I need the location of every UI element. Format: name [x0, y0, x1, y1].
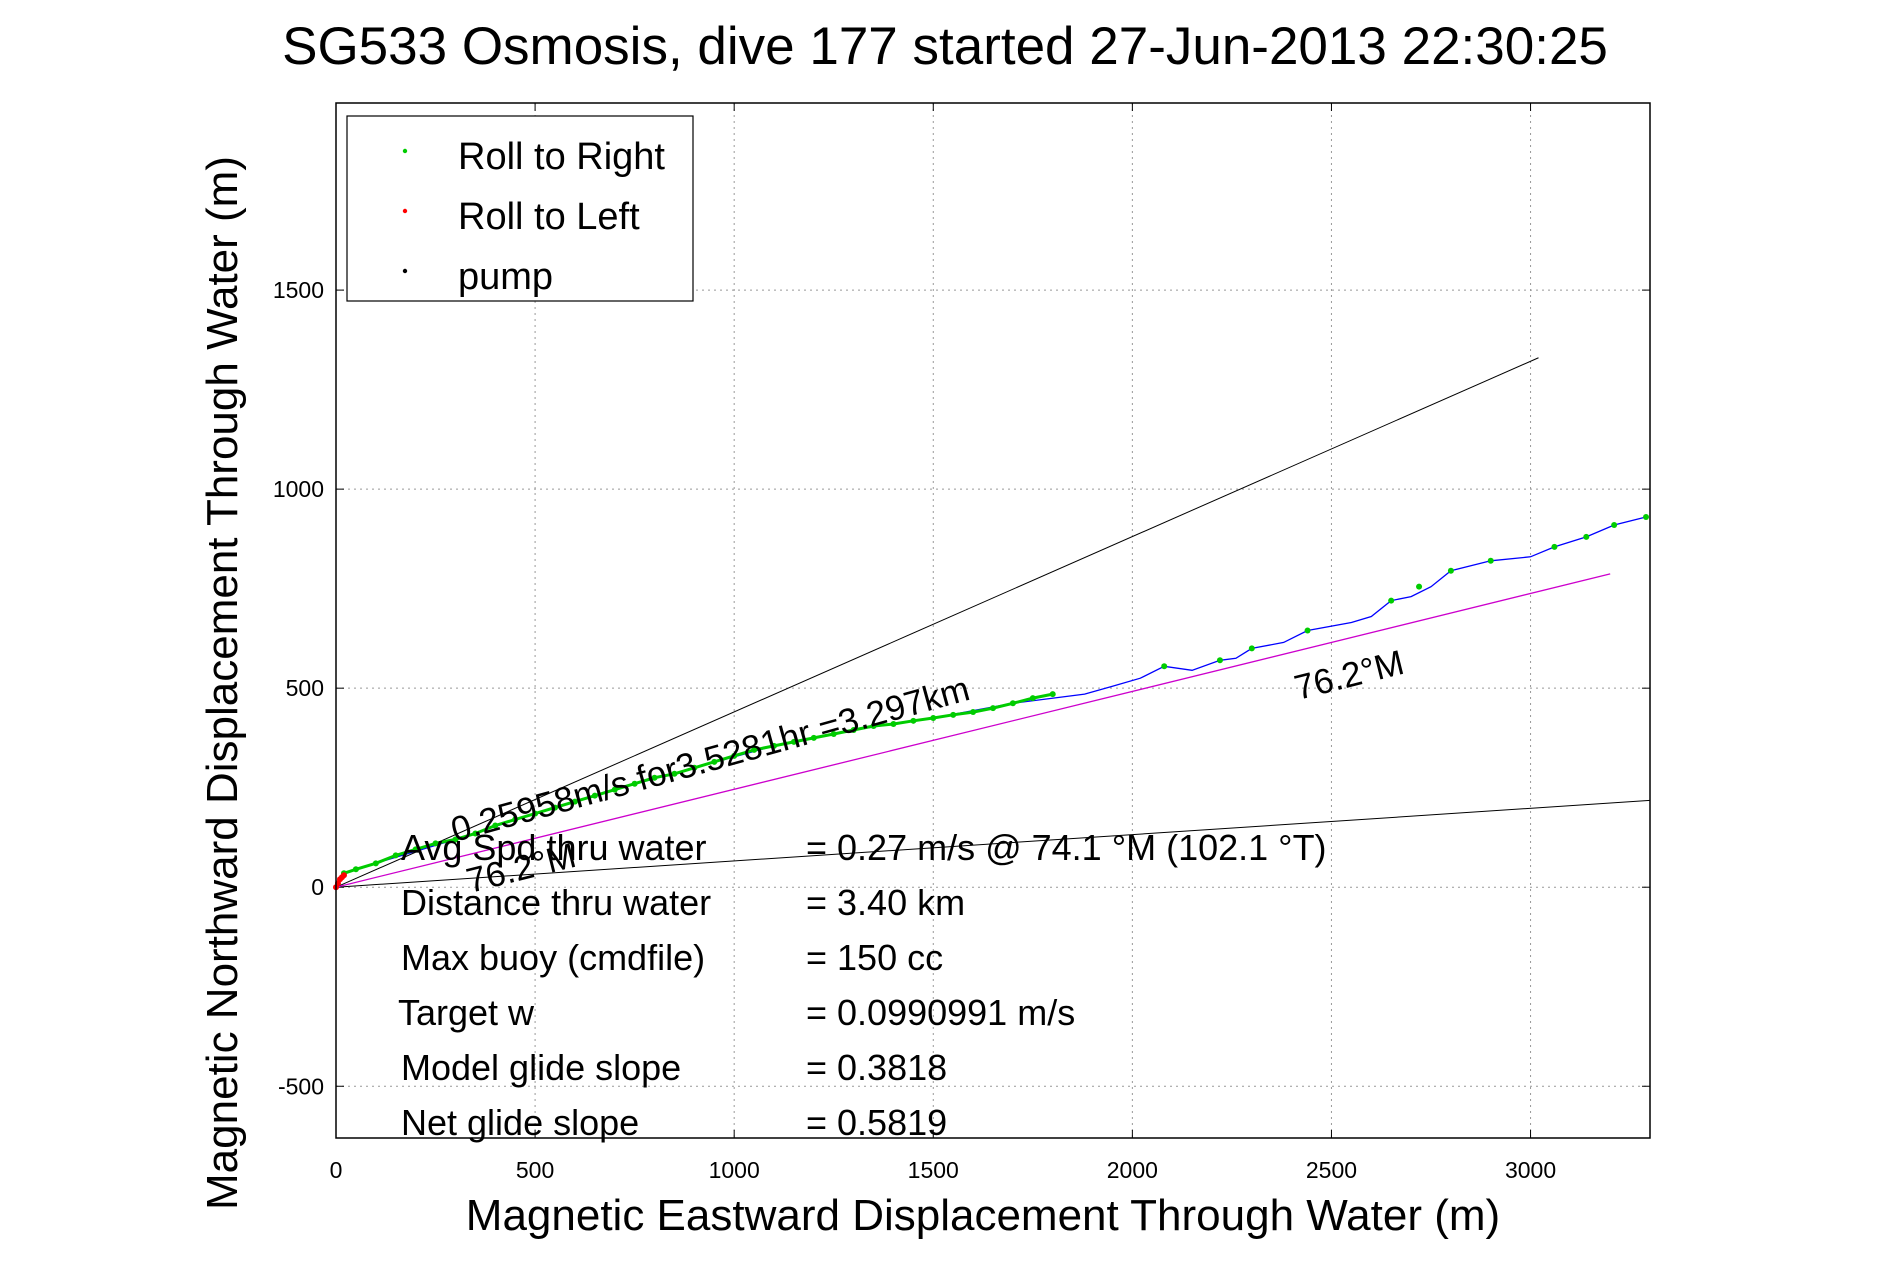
stat-value: = 0.5819 — [806, 1102, 947, 1143]
roll-right-point — [970, 709, 977, 716]
y-tick-label: -500 — [278, 1073, 324, 1099]
roll-right-point — [950, 711, 957, 718]
x-axis-label: Magnetic Eastward Displacement Through W… — [466, 1191, 1500, 1240]
y-axis-label: Magnetic Northward Displacement Through … — [198, 156, 247, 1210]
y-ticks: -500 0 500 1000 1500 — [273, 277, 1650, 1099]
stat-value: = 3.40 km — [806, 882, 965, 923]
roll-right-point — [731, 752, 738, 759]
reference-line — [335, 799, 1651, 888]
roll-right-point — [532, 810, 539, 817]
roll-right-point — [771, 742, 777, 749]
series — [333, 514, 1650, 891]
x-tick-label: 1500 — [908, 1157, 959, 1183]
roll-right-point — [810, 734, 817, 741]
roll-right-point — [611, 786, 618, 793]
legend-label: Roll to Left — [458, 196, 640, 238]
stat-label: Max buoy (cmdfile) — [401, 937, 705, 978]
roll-right-point — [651, 774, 658, 781]
roll-right-point — [930, 715, 937, 722]
roll-right-series — [340, 514, 1650, 877]
x-tick-label: 500 — [516, 1157, 554, 1183]
roll-right-point — [1049, 691, 1056, 698]
roll-right-point — [432, 840, 439, 847]
roll-right-point — [870, 722, 877, 729]
plot-border — [335, 102, 1651, 1139]
roll-right-point — [1551, 543, 1558, 550]
roll-right-point — [990, 705, 996, 712]
legend-label: Roll to Right — [458, 136, 665, 178]
roll-right-point — [850, 726, 857, 733]
stat-label: Avg Spd thru water — [401, 827, 707, 868]
roll-right-point — [751, 746, 758, 753]
x-tick-label: 2500 — [1306, 1157, 1357, 1183]
reference-line — [335, 357, 1539, 888]
roll-right-point — [890, 721, 897, 727]
roll-right-point — [1029, 695, 1036, 702]
roll-right-point — [691, 764, 698, 771]
x-tick-label: 0 — [330, 1157, 343, 1183]
legend-marker — [402, 208, 408, 214]
roll-right-point — [1416, 583, 1423, 590]
chart-title: SG533 Osmosis, dive 177 started 27-Jun-2… — [282, 17, 1608, 76]
roll-right-point — [1388, 597, 1395, 604]
stat-value: = 0.3818 — [806, 1047, 947, 1088]
stat-value: = 0.27 m/s @ 74.1 °M (102.1 °T) — [806, 827, 1327, 868]
roll-right-point — [571, 798, 578, 805]
roll-right-point — [671, 770, 678, 777]
x-tick-label: 2000 — [1107, 1157, 1158, 1183]
stat-label: Model glide slope — [401, 1047, 681, 1088]
roll-right-point — [512, 816, 519, 823]
stat-value: = 0.0990991 m/s — [806, 992, 1075, 1033]
stat-value: = 150 cc — [806, 937, 943, 978]
roll-right-point — [1216, 657, 1223, 664]
stat-label: Target w — [398, 992, 535, 1033]
roll-right-point — [1161, 663, 1168, 670]
roll-right-point — [711, 758, 718, 765]
roll-right-point — [910, 717, 917, 724]
heading-line — [335, 573, 1611, 888]
roll-right-point — [372, 860, 379, 867]
legend-marker — [402, 268, 408, 274]
y-tick-label: 500 — [286, 675, 324, 701]
roll-right-point — [492, 822, 499, 829]
roll-right-point — [472, 830, 479, 837]
x-ticks: 0 500 1000 1500 2000 2500 3000 — [330, 103, 1556, 1183]
roll-right-point — [790, 738, 797, 745]
legend: Roll to Right Roll to Left pump — [346, 115, 694, 302]
roll-right-point — [591, 792, 598, 799]
roll-right-point — [1487, 557, 1494, 564]
y-tick-label: 0 — [311, 874, 324, 900]
stat-label: Net glide slope — [401, 1102, 639, 1143]
x-tick-label: 3000 — [1505, 1157, 1556, 1183]
roll-right-point — [352, 866, 359, 873]
y-tick-label: 1500 — [273, 277, 324, 303]
stat-label: Distance thru water — [401, 882, 711, 923]
roll-right-point — [1304, 627, 1311, 634]
roll-right-point — [631, 780, 638, 787]
reference-lines — [335, 357, 1651, 888]
x-tick-label: 1000 — [709, 1157, 760, 1183]
roll-right-point — [1248, 645, 1255, 652]
y-tick-label: 1000 — [273, 476, 324, 502]
roll-right-point — [1643, 514, 1650, 520]
roll-right-point — [412, 846, 419, 853]
legend-label: pump — [458, 256, 553, 298]
roll-right-point — [1447, 567, 1454, 574]
roll-right-point — [552, 804, 558, 811]
roll-right-point — [1009, 700, 1016, 707]
roll-right-point — [1611, 521, 1618, 528]
roll-right-point — [392, 852, 399, 859]
legend-marker — [402, 148, 408, 154]
roll-left-point — [340, 872, 347, 879]
roll-right-point — [1583, 533, 1590, 540]
roll-right-point — [830, 730, 837, 737]
roll-right-point — [452, 836, 459, 843]
